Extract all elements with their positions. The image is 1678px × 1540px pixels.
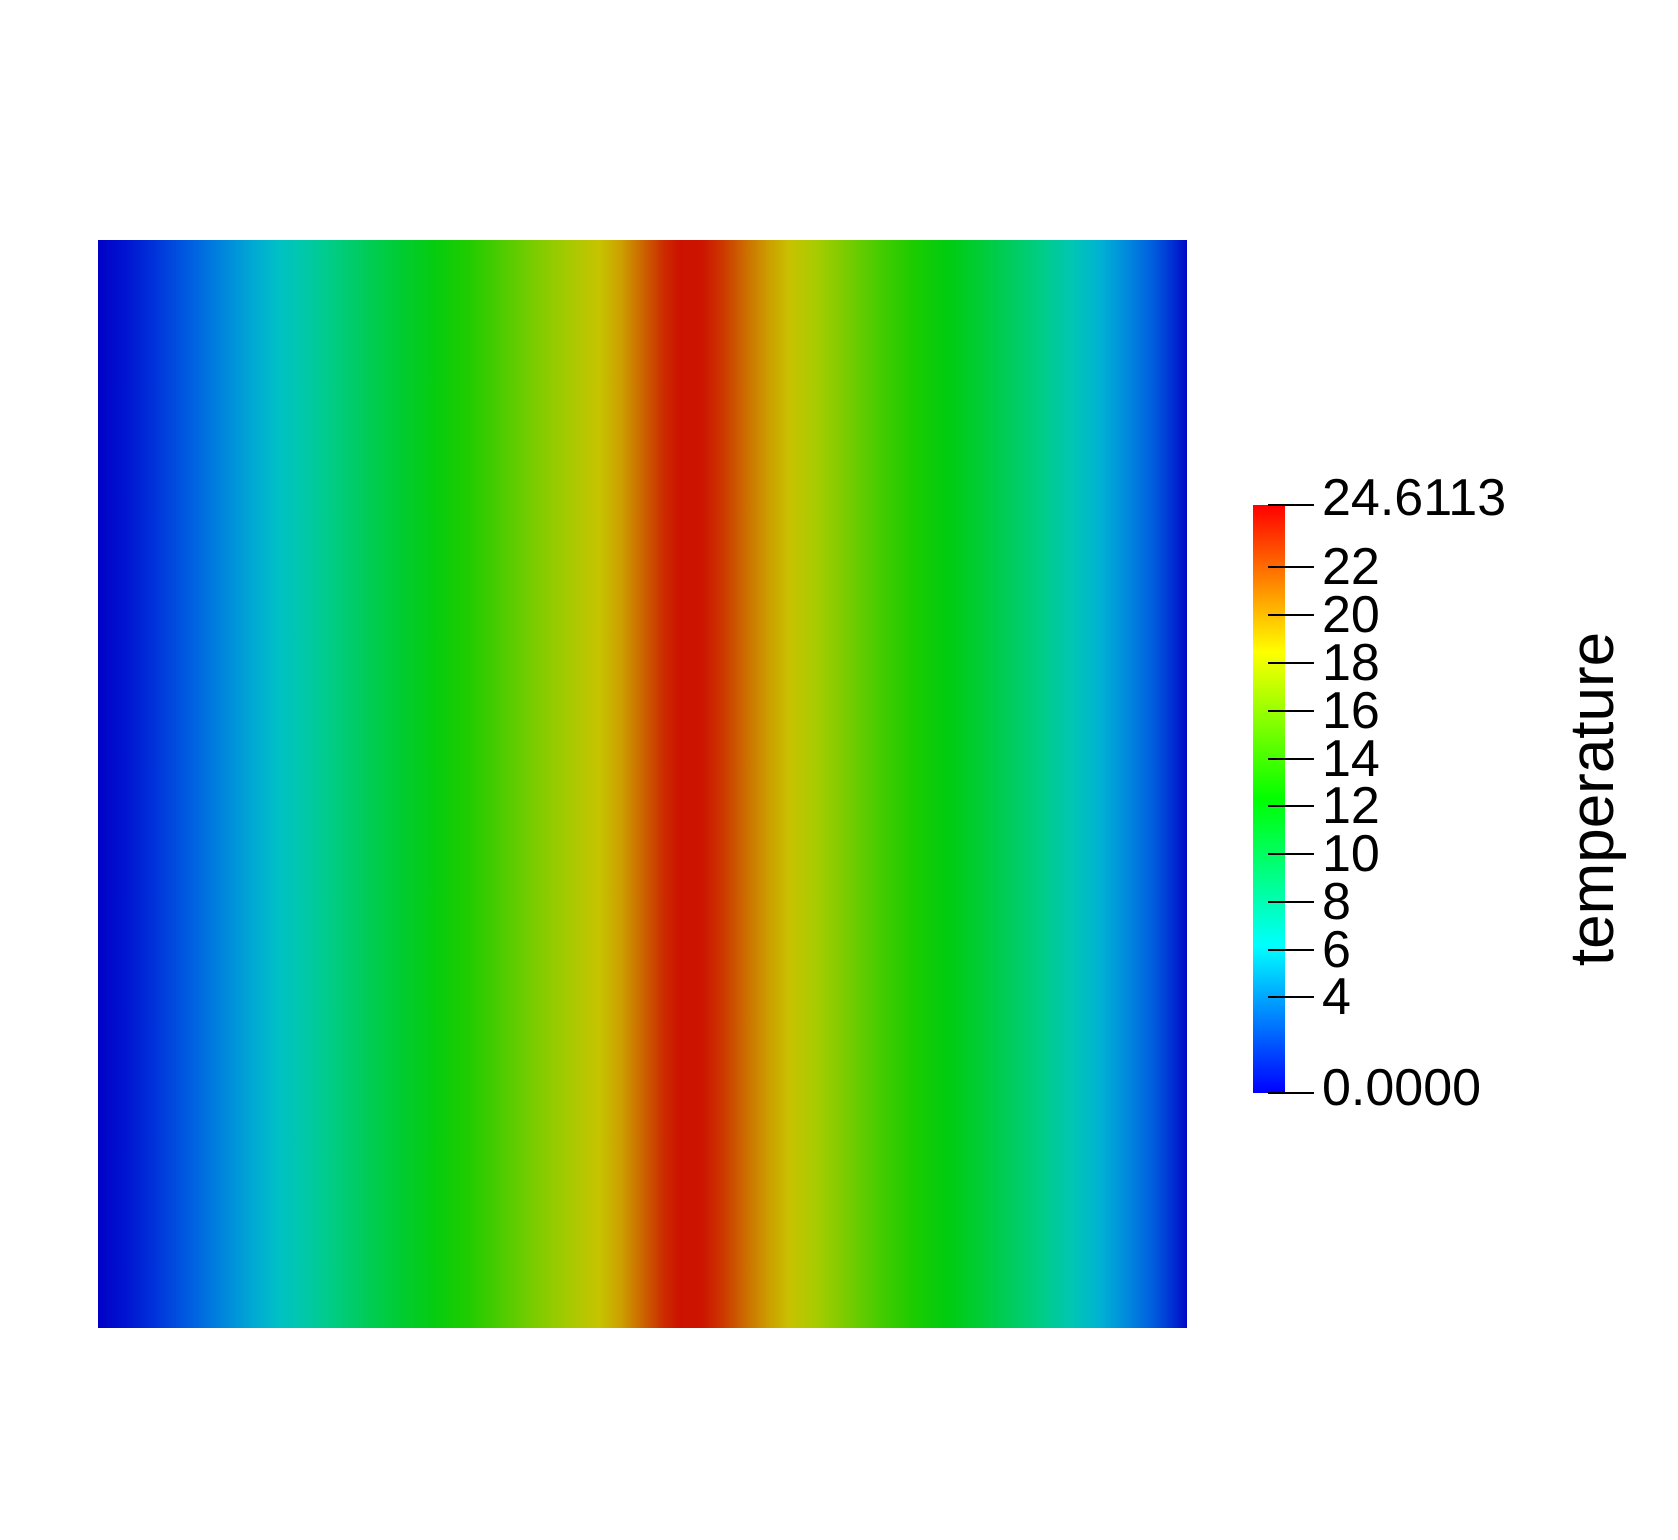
colorbar-tick-mark (1268, 566, 1314, 569)
colorbar-tick-mark (1268, 661, 1314, 664)
colorbar-tick-mark (1268, 805, 1314, 808)
colorbar-tick-mark (1268, 853, 1314, 856)
colorbar-tick-label: 16 (1322, 681, 1380, 740)
colorbar-tick-mark (1268, 614, 1314, 617)
colorbar-tick-mark (1268, 900, 1314, 903)
colorbar-tick-mark (1268, 948, 1314, 951)
colorbar-tick-label: 4 (1322, 968, 1351, 1027)
colorbar-tick-label: 6 (1322, 920, 1351, 979)
colorbar-min-label: 0.0000 (1322, 1059, 1482, 1117)
colorbar-tick-mark (1268, 757, 1314, 760)
colorbar-tick-label: 14 (1322, 729, 1380, 788)
temperature-field-surface (98, 240, 1187, 1328)
colorbar-title: temperature (1558, 631, 1627, 967)
colorbar-tick-label: 18 (1322, 633, 1380, 692)
colorbar-tick-label: 22 (1322, 538, 1380, 597)
colorbar-tick-label: 10 (1322, 825, 1380, 884)
colorbar-tick-label: 20 (1322, 586, 1380, 645)
colorbar-end-tick-mark (1268, 1092, 1314, 1094)
colorbar-tick-label: 8 (1322, 872, 1351, 931)
colorbar-max-label: 24.6113 (1322, 469, 1507, 527)
colorbar-tick-label: 12 (1322, 777, 1380, 836)
colorbar-tick-mark (1268, 709, 1314, 712)
colorbar-end-tick-mark (1268, 504, 1314, 506)
colorbar (1253, 505, 1285, 1093)
colorbar-tick-mark (1268, 996, 1314, 999)
